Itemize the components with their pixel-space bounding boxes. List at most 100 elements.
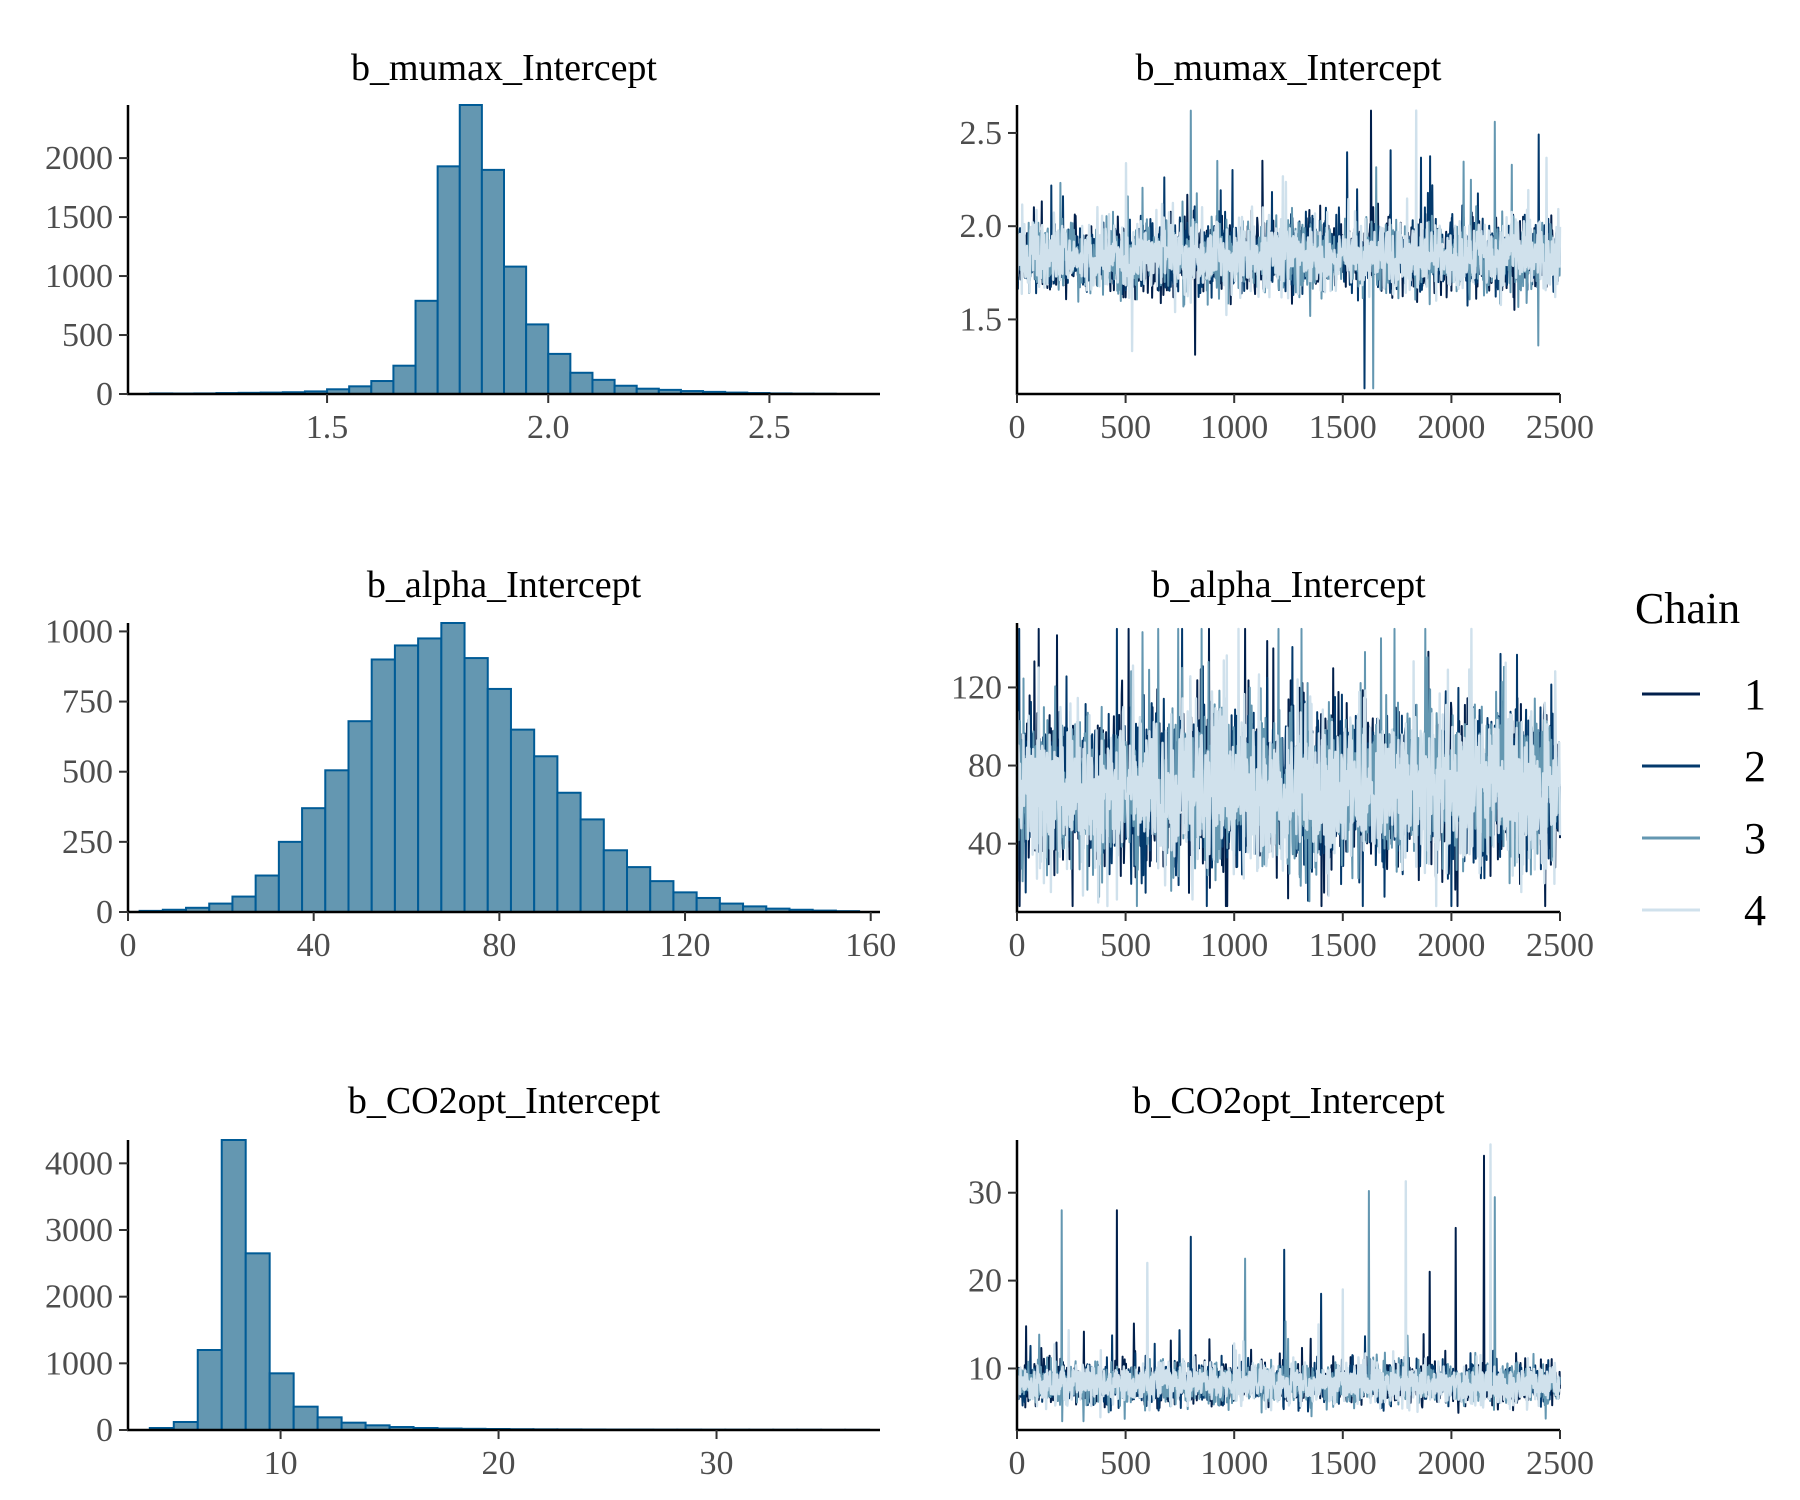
y-tick-label: 20 [968, 1263, 1002, 1300]
histogram-bar [196, 1349, 223, 1431]
x-tick-label: 2500 [1526, 1445, 1594, 1482]
axes: 0 500 1000 1500 2000 2500 40 80 120 [951, 623, 1594, 964]
histogram-bar [268, 1372, 295, 1432]
trace-line-chain-4 [1015, 1143, 1561, 1419]
legend-entry-chain-2: 2 [1642, 742, 1766, 791]
histogram-bar [463, 657, 489, 913]
legend-entry-chain-1: 1 [1642, 670, 1766, 719]
trace-panel-2: b_alpha_Intercept 0 500 1000 1500 2000 2500 40 8… [951, 564, 1594, 964]
histogram-bar [244, 1252, 271, 1432]
x-tick-label: 500 [1100, 1445, 1151, 1482]
trace-lines [1015, 1143, 1561, 1423]
histogram-bar [525, 323, 550, 395]
trace-panel-1: b_mumax_Intercept 0 500 1000 1500 2000 2500 1.5… [960, 47, 1595, 446]
histogram-bar [347, 720, 373, 913]
x-tick-label: 1000 [1200, 1445, 1268, 1482]
legend-title: Chain [1635, 584, 1740, 633]
x-tick-label: 2000 [1417, 409, 1485, 446]
trace-line-chain-4 [1015, 627, 1562, 908]
histogram-bar [440, 622, 466, 913]
y-tick-label: 2000 [45, 1279, 113, 1316]
histogram-bar [486, 687, 512, 913]
x-tick-label: 1000 [1200, 927, 1268, 964]
histogram-bar [208, 902, 234, 913]
x-tick-label: 1500 [1309, 927, 1377, 964]
x-tick-label: 500 [1100, 927, 1151, 964]
histogram-bar [579, 818, 605, 914]
x-tick-label: 1500 [1309, 1445, 1377, 1482]
y-tick-label: 3000 [45, 1212, 113, 1249]
x-tick-label: 2500 [1526, 927, 1594, 964]
legend-label: 3 [1744, 814, 1766, 863]
histogram-bar [591, 378, 616, 396]
hist-panel-3: b_CO2opt_Intercept 10 20 30 0 1000 2000 3000 400… [45, 1080, 880, 1482]
axes: 1.5 2.0 2.5 0 500 1000 1500 2000 [45, 105, 880, 446]
histogram-bars [138, 622, 861, 914]
x-tick-label: 20 [482, 1445, 516, 1482]
chain-legend: Chain 1 2 3 4 [1635, 584, 1766, 935]
x-tick-label: 0 [120, 927, 137, 964]
axes: 0 40 80 120 160 0 250 500 750 1000 [45, 613, 896, 964]
histogram-bar [414, 299, 439, 396]
histogram-bar [672, 891, 698, 914]
y-tick-label: 1500 [45, 199, 113, 236]
histogram-bar [626, 866, 652, 914]
histogram-bar [370, 380, 395, 395]
histogram-bar [301, 807, 327, 913]
trace-lines [1015, 109, 1562, 390]
trace-panel-3: b_CO2opt_Intercept 0 500 1000 1500 2000 2500 10… [968, 1080, 1594, 1482]
histogram-bar [370, 658, 396, 913]
trace-lines [1015, 627, 1562, 908]
x-tick-label: 80 [482, 927, 516, 964]
trace-line-chain-4 [1015, 109, 1562, 353]
x-tick-label: 500 [1100, 409, 1151, 446]
panel-title: b_mumax_Intercept [1135, 47, 1441, 89]
x-tick-label: 120 [660, 927, 711, 964]
x-tick-label: 160 [845, 927, 896, 964]
histogram-bar [718, 902, 745, 913]
y-tick-label: 500 [62, 317, 113, 354]
histogram-bars [149, 104, 837, 396]
y-tick-label: 1000 [45, 1345, 113, 1382]
y-tick-label: 0 [96, 376, 113, 413]
y-tick-label: 2000 [45, 140, 113, 177]
x-tick-label: 2000 [1417, 1445, 1485, 1482]
y-tick-label: 30 [968, 1175, 1002, 1212]
x-tick-label: 1.5 [306, 409, 349, 446]
y-tick-label: 0 [96, 894, 113, 931]
x-tick-label: 2500 [1526, 409, 1594, 446]
histogram-bar [324, 769, 350, 914]
histogram-bar [533, 755, 559, 913]
legend-label: 1 [1744, 670, 1766, 719]
histogram-bar [392, 364, 417, 395]
histogram-bar [480, 168, 506, 395]
panel-title: b_alpha_Intercept [1151, 564, 1426, 606]
x-tick-label: 0 [1009, 927, 1026, 964]
histogram-bar [503, 265, 528, 396]
y-tick-label: 10 [968, 1350, 1002, 1387]
panel-title: b_mumax_Intercept [351, 47, 657, 89]
legend-entry-chain-3: 3 [1642, 814, 1766, 863]
histogram-bar [547, 352, 572, 396]
x-tick-label: 0 [1009, 1445, 1026, 1482]
histogram-bar [277, 840, 304, 913]
axes: 0 500 1000 1500 2000 2500 10 20 30 [968, 1140, 1594, 1482]
legend-label: 2 [1744, 742, 1766, 791]
panel-title: b_alpha_Intercept [367, 564, 642, 606]
y-tick-label: 120 [951, 669, 1002, 706]
histogram-bar [569, 371, 594, 395]
histogram-bar [220, 1139, 247, 1431]
panel-title: b_CO2opt_Intercept [1132, 1080, 1445, 1122]
x-tick-label: 1000 [1200, 409, 1268, 446]
y-tick-label: 750 [62, 684, 113, 721]
legend-entry-chain-4: 4 [1642, 886, 1766, 935]
histogram-bar [254, 874, 280, 914]
panel-title: b_CO2opt_Intercept [348, 1080, 661, 1122]
histogram-bar [417, 637, 443, 914]
y-tick-label: 2.5 [960, 115, 1003, 152]
x-tick-label: 40 [297, 927, 331, 964]
x-tick-label: 2.0 [527, 409, 570, 446]
x-tick-label: 30 [700, 1445, 734, 1482]
y-tick-label: 2.0 [960, 208, 1003, 245]
